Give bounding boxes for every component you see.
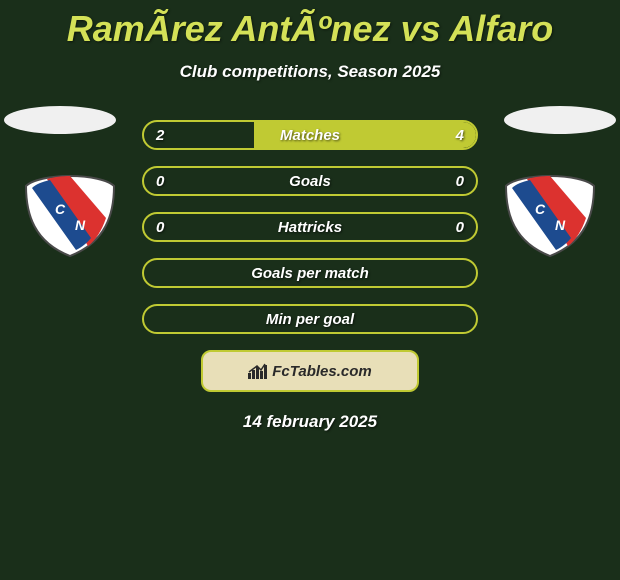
stat-value-left: 0 bbox=[156, 173, 164, 190]
stat-row: 0 Goals 0 bbox=[142, 166, 478, 196]
stat-label: Hattricks bbox=[278, 219, 342, 236]
stat-label: Goals bbox=[289, 173, 331, 190]
shield-icon: C N bbox=[20, 174, 120, 258]
svg-text:C: C bbox=[55, 201, 66, 217]
stat-label: Matches bbox=[280, 127, 340, 144]
stat-label: Goals per match bbox=[251, 265, 369, 282]
player-head-left bbox=[4, 106, 116, 134]
stat-row: 2 Matches 4 bbox=[142, 120, 478, 150]
player-head-right bbox=[504, 106, 616, 134]
brand-box[interactable]: FcTables.com bbox=[201, 350, 419, 392]
stat-value-left: 0 bbox=[156, 219, 164, 236]
brand-text: FcTables.com bbox=[272, 363, 371, 380]
shield-icon: C N bbox=[500, 174, 600, 258]
stat-value-left: 2 bbox=[156, 127, 164, 144]
svg-text:N: N bbox=[555, 217, 566, 233]
stat-row: Goals per match bbox=[142, 258, 478, 288]
svg-text:N: N bbox=[75, 217, 86, 233]
club-badge-left: C N bbox=[20, 174, 120, 258]
page-subtitle: Club competitions, Season 2025 bbox=[0, 62, 620, 82]
stat-value-right: 4 bbox=[456, 127, 464, 144]
stat-value-right: 0 bbox=[456, 219, 464, 236]
date-text: 14 february 2025 bbox=[0, 412, 620, 432]
stat-row: Min per goal bbox=[142, 304, 478, 334]
chart-icon bbox=[248, 363, 268, 379]
comparison-content: C N C N 2 Matches 4 0 Goals 0 0 Hattricks 0 Goals… bbox=[0, 120, 620, 432]
stat-value-right: 0 bbox=[456, 173, 464, 190]
page-title: RamÃ­rez AntÃºnez vs Alfaro bbox=[0, 0, 620, 50]
stat-label: Min per goal bbox=[266, 311, 354, 328]
stat-row: 0 Hattricks 0 bbox=[142, 212, 478, 242]
svg-text:C: C bbox=[535, 201, 546, 217]
club-badge-right: C N bbox=[500, 174, 600, 258]
